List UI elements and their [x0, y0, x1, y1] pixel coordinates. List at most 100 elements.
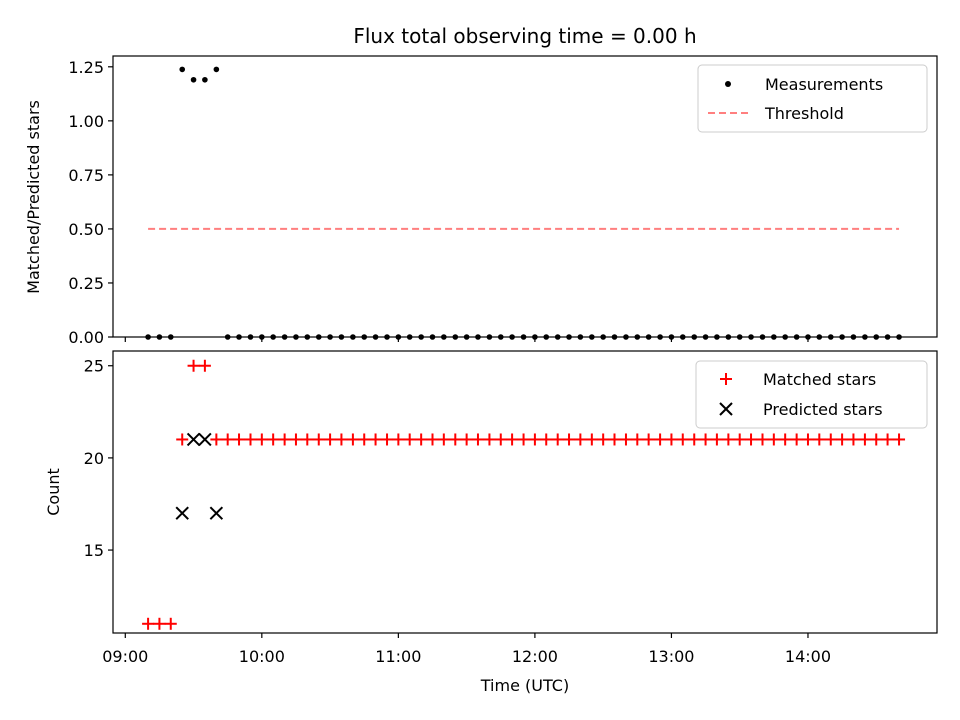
bottom-plot-frame	[112, 350, 938, 634]
bottom-legend-box	[695, 360, 928, 429]
legend-threshold-label: Threshold	[764, 104, 844, 123]
series-measurements	[145, 66, 902, 340]
measurement-point	[839, 334, 845, 340]
matched-star-point	[756, 433, 769, 446]
top-legend-box	[697, 64, 928, 133]
matched-star-point	[642, 433, 655, 446]
measurement-point	[213, 66, 220, 73]
y-tick-label: 25	[84, 357, 104, 376]
predicted-star-point	[175, 506, 189, 520]
matched-star-point	[210, 433, 223, 446]
matched-star-point	[608, 433, 621, 446]
measurement-point	[452, 334, 459, 340]
measurement-point	[145, 334, 151, 340]
measurement-point	[486, 334, 493, 340]
measurement-point	[190, 76, 197, 83]
legend-matched-marker	[720, 373, 732, 385]
bottom-x-ticks: 09:00 10:00 11:00 12:00 13:00 14:00	[102, 633, 831, 666]
measurement-point	[179, 66, 186, 73]
measurement-point	[645, 334, 652, 340]
y-tick-label: 15	[84, 541, 104, 560]
matched-star-point	[278, 433, 291, 446]
measurement-point	[782, 334, 788, 340]
top-panel: Flux total observing time = 0.00 h 0.000…	[24, 24, 938, 347]
matched-star-point	[358, 433, 371, 446]
top-x-ticks	[124, 337, 809, 342]
measurement-point	[418, 334, 424, 340]
matched-star-point	[324, 433, 337, 446]
measurement-point	[623, 334, 629, 340]
matched-star-point	[779, 433, 792, 446]
matched-star-point	[221, 433, 234, 446]
matched-star-point	[654, 433, 667, 446]
series-matched-stars	[142, 359, 906, 630]
matched-star-point	[858, 433, 871, 446]
measurement-point	[270, 334, 276, 340]
y-tick-label: 1.25	[68, 58, 104, 77]
matched-star-point	[426, 433, 439, 446]
y-tick-label: 0.25	[68, 274, 104, 293]
measurement-point	[202, 76, 208, 83]
measurement-point	[224, 334, 231, 340]
matched-star-point	[893, 433, 906, 446]
matched-star-point	[801, 433, 814, 446]
measurement-point	[691, 334, 698, 340]
matched-star-point	[198, 359, 211, 372]
y-tick-label: 0.00	[68, 328, 104, 347]
matched-star-point	[483, 433, 496, 446]
measurement-point	[657, 334, 663, 340]
measurement-point	[748, 334, 754, 340]
measurement-point	[327, 334, 333, 340]
measurement-point	[315, 334, 322, 340]
matched-star-point	[312, 433, 325, 446]
measurement-point	[338, 334, 345, 340]
matched-star-point	[153, 617, 166, 630]
measurement-point	[714, 334, 720, 340]
measurement-point	[463, 334, 470, 340]
matched-star-point	[676, 433, 689, 446]
matched-star-point	[506, 433, 519, 446]
matched-star-point	[631, 433, 644, 446]
measurement-point	[554, 334, 561, 340]
measurement-point	[634, 334, 641, 340]
matched-star-point	[494, 433, 507, 446]
matched-star-point	[540, 433, 553, 446]
matched-star-point	[392, 433, 405, 446]
measurement-point	[566, 334, 572, 340]
x-tick-label: 14:00	[785, 647, 831, 666]
matched-star-point	[688, 433, 701, 446]
legend-measurements-label: Measurements	[765, 75, 883, 94]
measurement-point	[406, 334, 413, 340]
matched-star-point	[289, 433, 302, 446]
matched-star-point	[767, 433, 780, 446]
matched-star-point	[301, 433, 314, 446]
matched-star-point	[665, 433, 678, 446]
measurement-point	[577, 334, 584, 340]
measurement-point	[509, 334, 515, 340]
measurement-point	[827, 334, 834, 340]
top-legend: Measurements Threshold	[697, 64, 928, 133]
measurement-point	[611, 334, 618, 340]
matched-star-point	[471, 433, 484, 446]
measurement-point	[167, 334, 174, 340]
matched-star-point	[813, 433, 826, 446]
bottom-y-axis-label: Count	[44, 468, 63, 516]
predicted-star-point	[209, 506, 224, 520]
top-marks	[145, 66, 902, 340]
measurement-point	[736, 334, 743, 340]
y-tick-label: 0.75	[68, 166, 104, 185]
x-tick-label: 11:00	[375, 647, 421, 666]
bottom-legend: Matched stars Predicted stars	[695, 360, 928, 429]
measurement-point	[247, 334, 254, 340]
y-tick-label: 0.50	[68, 220, 104, 239]
measurement-point	[293, 334, 299, 340]
matched-star-point	[699, 433, 712, 446]
y-tick-label: 20	[84, 449, 104, 468]
matched-star-point	[847, 433, 860, 446]
legend-predicted-marker	[719, 402, 733, 416]
measurement-point	[793, 334, 800, 340]
legend-matched-label: Matched stars	[763, 370, 876, 389]
x-tick-label: 13:00	[648, 647, 694, 666]
measurement-point	[725, 334, 732, 340]
